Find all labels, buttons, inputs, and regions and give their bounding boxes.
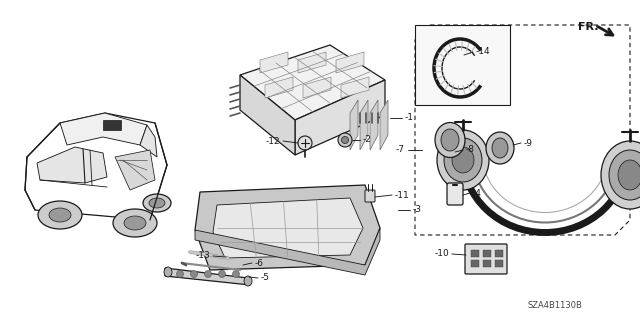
Polygon shape [265, 77, 293, 98]
Text: SZA4B1130B: SZA4B1130B [527, 301, 582, 310]
Text: -6: -6 [255, 259, 264, 268]
Polygon shape [37, 147, 107, 183]
Circle shape [191, 270, 198, 277]
Ellipse shape [435, 123, 465, 157]
Polygon shape [140, 125, 157, 157]
Text: -11: -11 [395, 190, 410, 199]
Text: -4: -4 [473, 188, 482, 197]
Ellipse shape [244, 276, 252, 286]
Ellipse shape [149, 198, 165, 208]
Text: -1: -1 [405, 114, 414, 123]
Polygon shape [213, 198, 363, 258]
Polygon shape [380, 100, 388, 150]
FancyBboxPatch shape [103, 120, 121, 130]
Polygon shape [336, 52, 364, 73]
Circle shape [338, 133, 352, 147]
Polygon shape [115, 150, 155, 190]
Polygon shape [341, 77, 369, 98]
Ellipse shape [38, 201, 82, 229]
Ellipse shape [452, 147, 474, 173]
FancyBboxPatch shape [483, 260, 491, 267]
Circle shape [218, 270, 225, 277]
Circle shape [342, 137, 349, 143]
Circle shape [177, 270, 184, 277]
Ellipse shape [437, 130, 489, 190]
Ellipse shape [49, 208, 71, 222]
Polygon shape [165, 268, 250, 285]
Polygon shape [195, 185, 380, 270]
FancyBboxPatch shape [495, 250, 503, 257]
Ellipse shape [143, 194, 171, 212]
Polygon shape [303, 77, 331, 98]
Polygon shape [60, 113, 147, 145]
Polygon shape [370, 100, 378, 150]
Ellipse shape [618, 160, 640, 190]
Ellipse shape [601, 141, 640, 209]
FancyBboxPatch shape [483, 250, 491, 257]
Text: -12: -12 [266, 137, 280, 146]
Text: -8: -8 [466, 146, 475, 155]
Polygon shape [350, 100, 358, 150]
Ellipse shape [124, 216, 146, 230]
Polygon shape [298, 52, 326, 73]
Polygon shape [240, 45, 385, 120]
Ellipse shape [609, 150, 640, 200]
FancyBboxPatch shape [415, 25, 510, 105]
Text: -3: -3 [413, 205, 422, 214]
Ellipse shape [441, 129, 459, 151]
Circle shape [205, 270, 211, 277]
Polygon shape [195, 228, 380, 275]
Polygon shape [295, 80, 385, 155]
Ellipse shape [164, 267, 172, 277]
Circle shape [232, 270, 239, 277]
Ellipse shape [486, 132, 514, 164]
Text: -7: -7 [396, 146, 405, 155]
FancyBboxPatch shape [465, 244, 507, 274]
Polygon shape [260, 52, 288, 73]
Polygon shape [360, 100, 368, 150]
Ellipse shape [492, 138, 508, 158]
Ellipse shape [444, 138, 482, 182]
Text: -2: -2 [363, 135, 372, 145]
Text: -10: -10 [435, 250, 449, 259]
Polygon shape [240, 75, 295, 155]
FancyBboxPatch shape [495, 260, 503, 267]
Text: -9: -9 [524, 139, 533, 148]
FancyBboxPatch shape [365, 190, 375, 202]
Text: -13: -13 [195, 252, 210, 260]
Text: FR.: FR. [578, 22, 598, 32]
FancyBboxPatch shape [447, 183, 463, 205]
Text: -5: -5 [261, 274, 270, 283]
Ellipse shape [113, 209, 157, 237]
FancyBboxPatch shape [471, 260, 479, 267]
Text: -14: -14 [476, 47, 491, 57]
FancyBboxPatch shape [471, 250, 479, 257]
Circle shape [298, 136, 312, 150]
